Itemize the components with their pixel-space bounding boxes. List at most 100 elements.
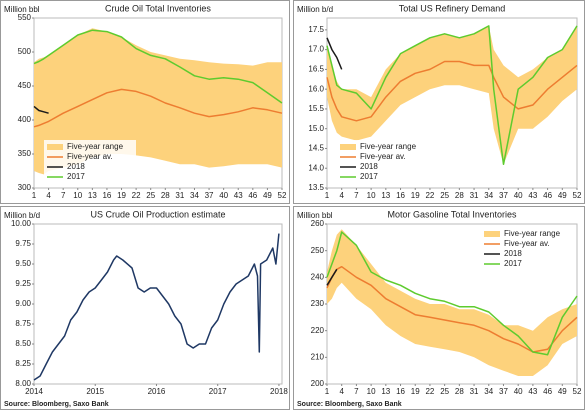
legend-label: Five-year range	[360, 142, 417, 151]
x-tick-label: 34	[484, 387, 493, 396]
series-line	[326, 37, 343, 70]
series-line	[326, 25, 578, 166]
legend-label: 2018	[360, 162, 378, 171]
x-tick-label: 31	[470, 191, 479, 200]
series-line	[326, 268, 338, 286]
series-line	[33, 233, 280, 381]
y-tick-label: 8.50	[15, 339, 31, 348]
x-tick-label: 1	[325, 191, 330, 200]
y-tick-label: 16.0	[308, 84, 324, 93]
source: Source: Bloomberg, Saxo Bank	[297, 401, 402, 408]
x-tick-label: 4	[339, 191, 344, 200]
y-tick-label: 9.25	[15, 279, 31, 288]
x-tick-label: 43	[528, 191, 537, 200]
x-tick-label: 2014	[25, 387, 43, 396]
legend-swatch	[340, 144, 356, 150]
x-tick-label: 10	[367, 191, 376, 200]
x-tick-label: 28	[455, 387, 464, 396]
x-tick-label: 31	[175, 191, 184, 200]
x-tick-label: 13	[381, 191, 390, 200]
legend-label: Five-year range	[504, 229, 561, 238]
x-tick-label: 49	[263, 191, 272, 200]
chart-title: Crude Oil Total Inventories	[105, 3, 211, 13]
legend-label: 2017	[504, 259, 522, 268]
x-tick-label: 22	[425, 387, 434, 396]
x-tick-label: 7	[354, 191, 359, 200]
x-tick-label: 31	[470, 387, 479, 396]
x-tick-label: 49	[558, 387, 567, 396]
series-line	[33, 29, 283, 104]
y-tick-label: 14.0	[308, 163, 324, 172]
series-line	[33, 105, 49, 114]
y-tick-label: 17.0	[308, 45, 324, 54]
x-tick-label: 34	[484, 191, 493, 200]
y-tick-label: 17.5	[308, 25, 324, 34]
x-tick-label: 43	[528, 387, 537, 396]
x-tick-label: 2015	[86, 387, 104, 396]
y-tick-label: 13.5	[308, 183, 324, 192]
x-tick-label: 25	[440, 191, 449, 200]
x-tick-label: 37	[499, 191, 508, 200]
x-tick-label: 28	[161, 191, 170, 200]
x-tick-label: 52	[278, 191, 287, 200]
x-tick-label: 46	[543, 387, 552, 396]
legend-label: 2017	[67, 172, 85, 181]
x-tick-label: 10	[367, 387, 376, 396]
x-tick-label: 1	[32, 191, 37, 200]
y-tick-label: 10.00	[11, 219, 32, 228]
y-tick-label: 250	[311, 246, 325, 255]
x-tick-label: 10	[73, 191, 82, 200]
y-tick-label: 8.25	[15, 359, 31, 368]
series-line	[326, 231, 578, 356]
x-tick-label: 22	[425, 191, 434, 200]
x-tick-label: 4	[46, 191, 51, 200]
series-line	[33, 88, 283, 128]
range-band	[327, 25, 577, 165]
y-tick-label: 15.0	[308, 124, 324, 133]
x-tick-label: 13	[88, 191, 97, 200]
legend-label: 2018	[504, 249, 522, 258]
legend-swatch	[484, 231, 500, 237]
x-tick-label: 2016	[148, 387, 166, 396]
y-tick-label: 9.50	[15, 259, 31, 268]
x-tick-label: 43	[234, 191, 243, 200]
x-tick-label: 37	[499, 387, 508, 396]
x-tick-label: 16	[396, 191, 405, 200]
y-tick-label: 500	[18, 47, 32, 56]
series-line	[326, 60, 578, 122]
x-tick-label: 19	[117, 191, 126, 200]
legend-swatch	[47, 144, 63, 150]
legend-label: Five-year av.	[504, 239, 550, 248]
y-tick-label: 550	[18, 13, 32, 22]
x-tick-label: 4	[339, 387, 344, 396]
y-tick-label: 350	[18, 149, 32, 158]
legend-label: 2018	[67, 162, 85, 171]
y-tick-label: 16.5	[308, 65, 324, 74]
x-tick-label: 34	[190, 191, 199, 200]
x-tick-label: 40	[219, 191, 228, 200]
y-axis-label: Million b/d	[297, 5, 333, 14]
y-tick-label: 9.75	[15, 239, 31, 248]
x-tick-label: 52	[573, 387, 582, 396]
x-tick-label: 7	[354, 387, 359, 396]
chart-title: Motor Gasoline Total Inventories	[388, 209, 517, 219]
legend-label: 2017	[360, 172, 378, 181]
x-tick-label: 49	[558, 191, 567, 200]
legend-label: Five-year av.	[360, 152, 406, 161]
legend-label: Five-year av.	[67, 152, 113, 161]
y-axis-label: Million b/d	[4, 211, 40, 220]
x-tick-label: 28	[455, 191, 464, 200]
x-tick-label: 40	[514, 387, 523, 396]
y-tick-label: 14.5	[308, 144, 324, 153]
y-tick-label: 450	[18, 81, 32, 90]
range-band	[327, 229, 577, 376]
x-tick-label: 25	[146, 191, 155, 200]
y-tick-label: 240	[311, 272, 325, 281]
x-tick-label: 2017	[209, 387, 227, 396]
source: Source: Bloomberg, Saxo Bank	[4, 401, 109, 408]
x-tick-label: 16	[396, 387, 405, 396]
chart-title: US Crude Oil Production estimate	[90, 209, 225, 219]
x-tick-label: 40	[514, 191, 523, 200]
plot-area	[33, 223, 283, 385]
